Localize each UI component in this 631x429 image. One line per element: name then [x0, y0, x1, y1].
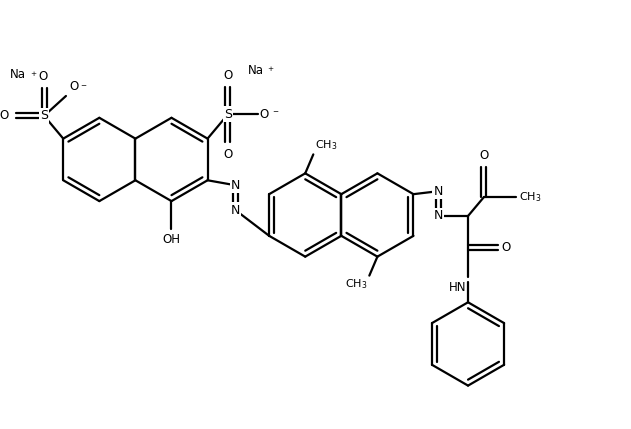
- Text: N: N: [231, 179, 240, 192]
- Text: Na: Na: [9, 68, 25, 81]
- Text: O: O: [0, 109, 8, 122]
- Text: N: N: [231, 203, 240, 217]
- Text: CH$_3$: CH$_3$: [316, 139, 338, 152]
- Text: OH: OH: [163, 233, 180, 246]
- Text: Na: Na: [248, 63, 264, 77]
- Text: N: N: [433, 185, 443, 198]
- Text: O: O: [260, 108, 269, 121]
- Text: O: O: [223, 69, 233, 82]
- Text: $^+$: $^+$: [29, 71, 38, 81]
- Text: HN: HN: [449, 281, 466, 294]
- Text: O: O: [502, 241, 511, 254]
- Text: S: S: [40, 109, 48, 122]
- Text: O: O: [38, 70, 48, 83]
- Text: O: O: [480, 149, 488, 162]
- Text: N: N: [433, 209, 443, 223]
- Text: $^-$: $^-$: [79, 83, 88, 93]
- Text: S: S: [224, 108, 232, 121]
- Text: O: O: [223, 148, 233, 161]
- Text: CH$_3$: CH$_3$: [345, 278, 367, 291]
- Text: CH$_3$: CH$_3$: [519, 190, 541, 204]
- Text: O: O: [69, 80, 78, 93]
- Text: $^+$: $^+$: [266, 66, 274, 77]
- Text: $^-$: $^-$: [271, 109, 280, 119]
